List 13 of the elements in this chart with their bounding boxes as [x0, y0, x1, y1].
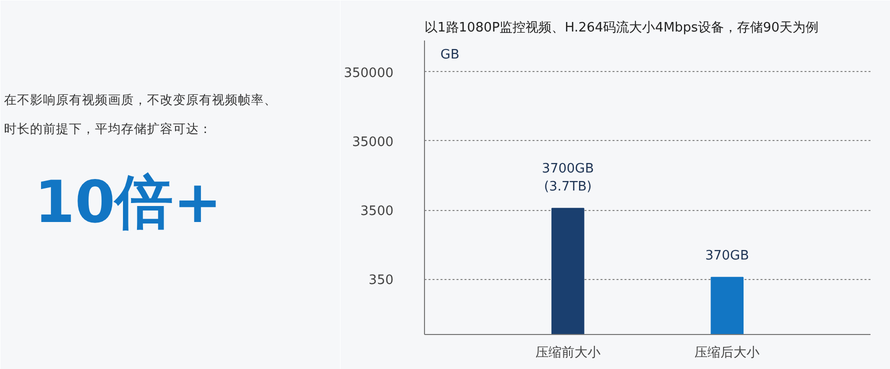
y-tick-label: 350 [368, 273, 394, 288]
chart-title: 以1路1080P监控视频、H.264码流大小4Mbps设备，存储90天为例 [424, 20, 818, 36]
text: 时长的前提下，平均存储扩容可达： [4, 121, 212, 136]
x-tick-label: 压缩前大小 [535, 346, 600, 360]
data-label: 3700GB (3.7TB) [542, 161, 594, 194]
y-tick-label: 350000 [344, 66, 394, 81]
y-tick-label: 35000 [352, 134, 394, 150]
text: 在不影响原有视频画质，不改变原有视频帧率、 [4, 92, 277, 107]
y-axis-title: GB [440, 48, 460, 62]
text: 10倍+ [34, 168, 222, 236]
y-tick-label: 3500 [360, 204, 394, 220]
data-label: 370GB [705, 248, 750, 264]
x-tick-label: 压缩后大小 [694, 346, 760, 360]
